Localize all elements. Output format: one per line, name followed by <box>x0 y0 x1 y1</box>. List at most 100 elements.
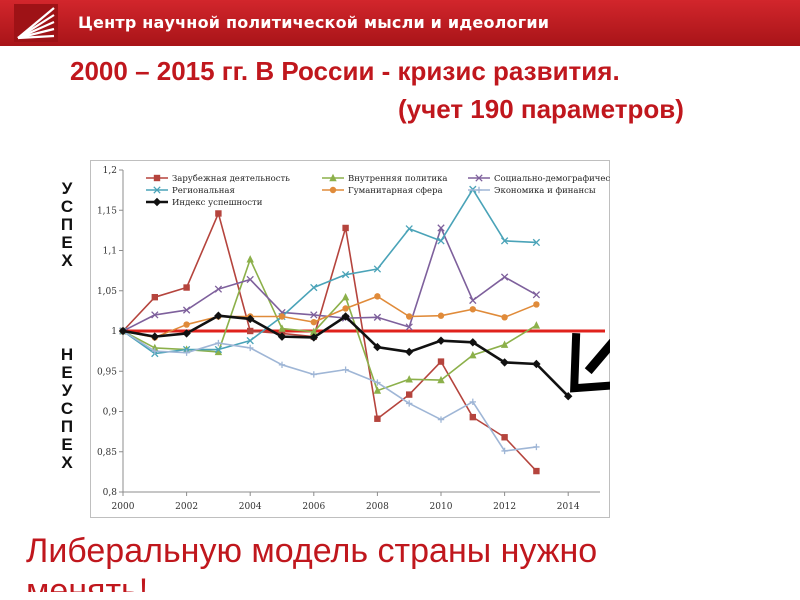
y-tick-label: 0,8 <box>103 488 118 498</box>
data-point <box>469 306 476 313</box>
data-point <box>277 332 287 341</box>
data-point <box>183 321 190 328</box>
data-point <box>214 347 223 356</box>
data-point <box>118 326 128 336</box>
data-point <box>342 224 349 232</box>
data-point <box>278 324 286 332</box>
data-point <box>214 311 223 320</box>
data-point <box>183 349 190 356</box>
footer-line: Либеральную модель страны нужно <box>26 532 598 570</box>
data-point <box>214 285 223 293</box>
data-point <box>405 225 413 233</box>
success-letter: У <box>61 179 73 198</box>
data-point <box>246 255 254 263</box>
data-point <box>374 293 381 300</box>
data-point <box>500 358 509 367</box>
failure-letter: Х <box>61 453 73 472</box>
y-tick-label: 1,2 <box>103 166 117 176</box>
data-point <box>341 292 350 301</box>
success-letter: С <box>60 197 74 216</box>
data-point <box>247 344 254 352</box>
data-point <box>374 415 381 422</box>
legend-marker <box>475 174 483 182</box>
data-point <box>342 366 349 373</box>
data-point <box>309 333 318 342</box>
data-point <box>182 306 191 314</box>
y-tick-label: 1,15 <box>97 206 117 216</box>
series-line <box>122 227 537 332</box>
data-point <box>183 284 190 291</box>
success-letter: Х <box>61 251 73 270</box>
failure-letter: Е <box>61 363 73 382</box>
y-tick-label: 0,95 <box>97 367 117 377</box>
y-tick-label: 1 <box>111 327 117 337</box>
legend-label: Гуманитарная сфера <box>348 186 443 196</box>
data-point <box>500 340 509 348</box>
data-point <box>278 361 286 369</box>
header-bar: Центр научной политической мысли и идеол… <box>0 0 800 46</box>
data-point <box>373 386 382 394</box>
arrow-head <box>570 333 610 393</box>
legend-label: Социально-демографическая <box>494 174 610 184</box>
data-point <box>151 311 159 319</box>
x-tick-label: 2006 <box>302 502 325 512</box>
data-point <box>150 332 159 341</box>
data-point <box>310 318 317 326</box>
x-tick-label: 2012 <box>493 502 516 512</box>
data-point <box>214 345 223 354</box>
data-point <box>310 371 317 378</box>
data-point <box>501 447 508 455</box>
data-point <box>247 327 254 335</box>
arrow-shaft <box>584 338 610 375</box>
failure-letter: Е <box>61 435 73 454</box>
footer-cut-text: менять! <box>26 572 149 592</box>
data-point <box>437 358 445 365</box>
x-tick-label: 2004 <box>239 502 262 512</box>
data-point <box>310 327 318 336</box>
data-point <box>246 275 254 284</box>
data-point <box>373 342 382 352</box>
legend-label: Внутренняя политика <box>348 174 447 184</box>
data-point <box>533 443 540 451</box>
data-point <box>532 238 541 247</box>
failure-letter: У <box>61 381 73 400</box>
data-point <box>310 283 318 292</box>
data-point <box>532 291 541 299</box>
header-title: Центр научной политической мысли и идеол… <box>78 13 550 32</box>
data-point <box>215 210 222 217</box>
x-tick-label: 2014 <box>557 502 580 512</box>
footer-text: Либеральную модель страны нужно менять! <box>26 532 598 592</box>
legend-label: Зарубежная деятельность <box>172 173 290 184</box>
legend-marker <box>153 174 161 182</box>
data-point <box>373 265 382 273</box>
legend-label: Экономика и финансы <box>494 186 596 196</box>
data-point <box>469 398 476 406</box>
data-point <box>437 237 445 245</box>
data-point <box>501 434 508 441</box>
data-point <box>310 311 318 319</box>
data-point <box>406 391 413 398</box>
legend-marker <box>153 186 161 194</box>
series-line <box>122 212 537 472</box>
y-tick-label: 0,9 <box>103 408 118 418</box>
x-tick-label: 2010 <box>430 502 453 512</box>
data-point <box>182 329 191 338</box>
footer-cut: менять! <box>26 572 226 592</box>
data-point <box>469 350 477 359</box>
data-point <box>246 337 254 345</box>
legend-label: Региональная <box>172 186 235 196</box>
data-point <box>533 467 540 475</box>
y-tick-label: 0,85 <box>97 448 117 458</box>
legend-marker <box>329 186 337 194</box>
data-point <box>437 416 445 423</box>
data-point <box>278 313 286 320</box>
data-point <box>406 313 413 320</box>
logo-icon <box>14 4 58 42</box>
x-tick-label: 2002 <box>175 502 198 512</box>
data-point <box>501 314 508 321</box>
data-point <box>437 375 445 384</box>
data-point <box>373 313 382 321</box>
line-chart: 0,8 0,85 0,9 0,95 1 1,05 1,1 1,15 1,2 2000 2002 200… <box>90 160 610 518</box>
